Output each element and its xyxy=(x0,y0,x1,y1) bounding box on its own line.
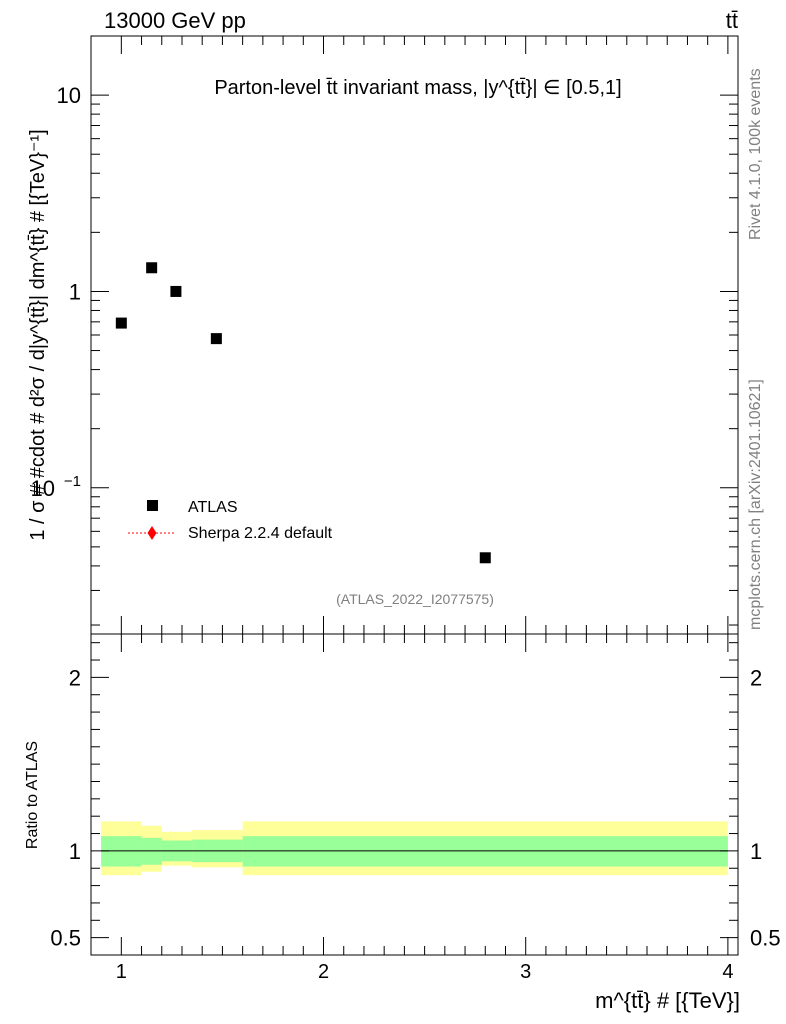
x-tick-label: 3 xyxy=(520,961,531,983)
x-tick-label: 2 xyxy=(318,961,329,983)
atlas-points xyxy=(115,262,491,564)
rivet-label: Rivet 4.1.0, 100k events xyxy=(747,68,764,240)
ratio-y-tick-label: 2 xyxy=(69,665,81,690)
main-frame xyxy=(90,35,739,635)
main-ticks xyxy=(91,35,738,634)
header-right: tt̄ xyxy=(726,8,738,33)
ratio-frame xyxy=(90,633,739,956)
x-tick-labels: 1 2 3 4 xyxy=(116,961,734,983)
y-tick-label-exponent: −1 xyxy=(64,473,81,490)
atlas-data-point xyxy=(210,333,222,345)
legend: ATLAS Sherpa 2.2.4 default xyxy=(128,499,333,542)
chart-title: Parton-level t̄t invariant mass, |y^{tt̄… xyxy=(214,77,621,99)
ratio-tick-labels: 0.5 0.5 1 1 2 2 xyxy=(50,665,780,950)
y-tick-label: 10 xyxy=(31,476,55,501)
atlas-data-point xyxy=(479,552,491,564)
ratio-panel: 0.5 0.5 1 1 2 2 Ratio to ATLAS xyxy=(24,633,781,956)
legend-marker-atlas xyxy=(147,500,158,511)
ratio-y-tick-label: 0.5 xyxy=(50,926,81,951)
x-tick-label: 1 xyxy=(116,961,127,983)
y-tick-label: 10 xyxy=(57,83,81,108)
legend-label-sherpa: Sherpa 2.2.4 default xyxy=(188,525,333,542)
legend-marker-sherpa xyxy=(147,526,157,540)
y-tick-label: 1 xyxy=(69,279,81,304)
y-axis-label: 1 / σ # #cdot # d²σ / d|y^{tt̄}| dm^{tt̄… xyxy=(27,129,49,540)
mcplots-label: mcplots.cern.ch [arXiv:2401.10621] xyxy=(747,379,764,630)
ratio-bands xyxy=(101,821,728,876)
atlas-data-point xyxy=(115,317,127,329)
atlas-data-point xyxy=(170,285,182,297)
ratio-ticks xyxy=(91,634,738,956)
ratio-y-label: Ratio to ATLAS xyxy=(24,741,41,849)
x-axis-label: m^{tt̄} # [{TeV}] xyxy=(595,988,740,1013)
ratio-y-tick-label: 1 xyxy=(69,839,81,864)
x-tick-label: 4 xyxy=(722,961,733,983)
ratio-y-tick-label-right: 1 xyxy=(750,839,762,864)
ratio-y-tick-label-right: 2 xyxy=(750,665,762,690)
ratio-y-tick-label-right: 0.5 xyxy=(750,926,781,951)
legend-label-atlas: ATLAS xyxy=(188,499,238,516)
atlas-data-point xyxy=(146,262,158,274)
header-left: 13000 GeV pp xyxy=(104,8,246,33)
analysis-id: (ATLAS_2022_I2077575) xyxy=(336,591,494,607)
main-tick-labels: 10 1 10 −1 xyxy=(31,83,81,501)
main-panel: 10 1 10 −1 Parton-level t̄t invariant mass,… xyxy=(27,35,739,635)
